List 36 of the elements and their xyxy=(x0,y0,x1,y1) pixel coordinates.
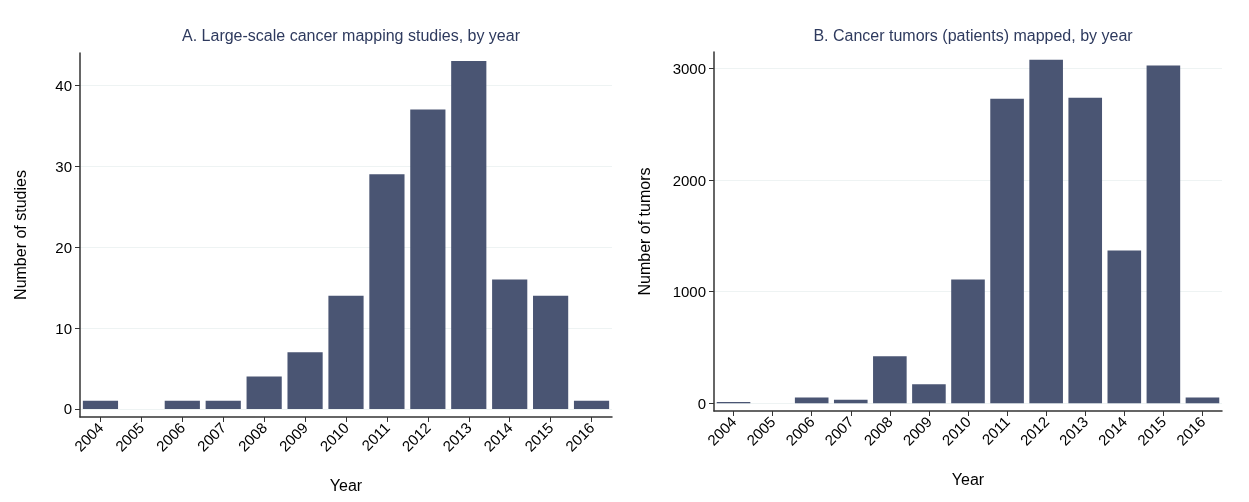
y-tick-label: 2000 xyxy=(672,171,706,189)
bar xyxy=(451,61,487,409)
x-axis-title: Year xyxy=(951,470,985,488)
bar xyxy=(951,279,985,404)
bar xyxy=(873,356,907,404)
bar xyxy=(573,400,610,409)
bar xyxy=(246,376,282,409)
bar xyxy=(369,174,405,409)
bar xyxy=(1068,97,1103,404)
chart-title: B. Cancer tumors (patients) mapped, by year xyxy=(813,26,1134,44)
bar xyxy=(1146,65,1181,404)
bar xyxy=(1107,250,1142,404)
y-tick-label: 1000 xyxy=(672,283,706,301)
bar xyxy=(328,295,364,409)
chart-title: A. Large-scale cancer mapping studies, by year xyxy=(182,26,521,44)
y-axis-title: Number of tumors xyxy=(635,167,653,296)
y-tick-label: 30 xyxy=(55,157,72,175)
bar xyxy=(1029,59,1063,404)
bar xyxy=(533,295,569,409)
x-axis-title: Year xyxy=(329,476,363,494)
bar xyxy=(833,399,868,404)
bar xyxy=(164,400,200,409)
bar xyxy=(82,400,119,409)
y-tick-label: 3000 xyxy=(672,60,706,78)
y-tick-label: 40 xyxy=(55,76,72,94)
bar xyxy=(912,384,946,404)
y-tick-label: 0 xyxy=(697,394,706,412)
y-tick-label: 0 xyxy=(63,400,72,418)
y-axis-title: Number of studies xyxy=(11,170,29,300)
bar xyxy=(287,352,323,409)
bar xyxy=(205,400,241,409)
bar xyxy=(990,98,1024,404)
y-tick-label: 20 xyxy=(55,238,72,256)
y-tick-label: 10 xyxy=(55,319,72,337)
bar xyxy=(492,279,528,409)
bar xyxy=(410,109,446,409)
